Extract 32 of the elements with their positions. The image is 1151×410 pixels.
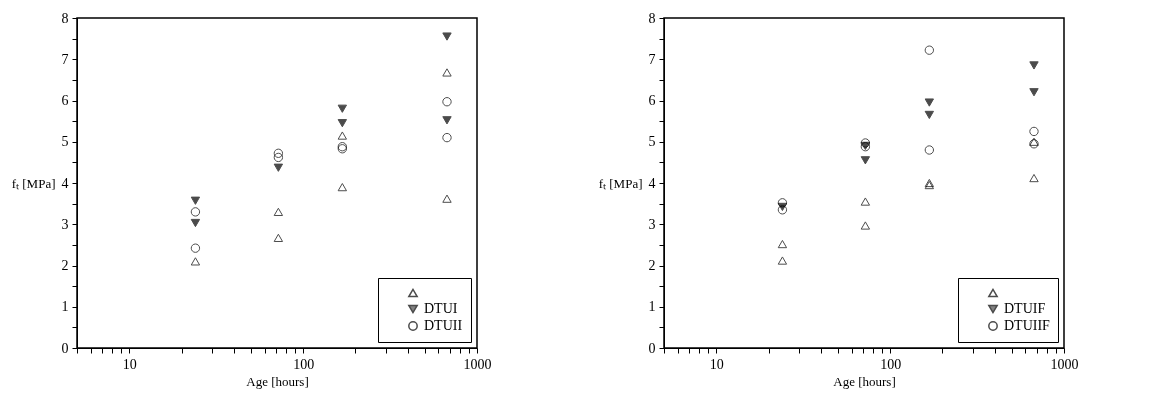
y-tick-label: 5	[61, 134, 69, 150]
y-tick-label: 0	[648, 340, 656, 356]
y-tick-label: 2	[648, 258, 656, 273]
x-tick-label: 1000	[463, 356, 492, 372]
y-tick-label: 5	[648, 134, 656, 150]
x-axis-title: Age [hours]	[833, 373, 896, 389]
x-tick-label: 10	[709, 356, 724, 372]
x-tick-label: 100	[293, 356, 315, 372]
y-tick-label: 1	[648, 299, 656, 315]
y-tick-label: 3	[648, 216, 656, 232]
y-tick-label: 8	[648, 10, 656, 26]
legend-label: DTUIF	[1004, 301, 1046, 316]
x-axis-title: Age [hours]	[246, 373, 309, 389]
y-tick-label: 8	[61, 10, 69, 26]
y-tick-label: 7	[648, 51, 656, 67]
y-tick-label: 0	[61, 340, 69, 356]
y-tick-label: 6	[648, 93, 656, 108]
y-tick-label: 2	[61, 258, 69, 273]
y-axis-title: fₜ [MPa]	[598, 175, 643, 191]
x-tick-label: 1000	[1050, 356, 1079, 372]
legend-label: DTUI	[424, 301, 458, 316]
legend-label: DTUII	[424, 318, 463, 333]
x-tick-label: 10	[122, 356, 137, 372]
y-tick-label: 7	[61, 51, 69, 67]
y-tick-label: 3	[61, 216, 69, 232]
y-tick-label: 6	[61, 93, 69, 108]
y-tick-label: 4	[648, 175, 656, 191]
y-tick-label: 1	[61, 299, 69, 315]
y-axis-title: fₜ [MPa]	[11, 175, 56, 191]
legend-label: DTUIIF	[1004, 318, 1051, 333]
x-tick-label: 100	[880, 356, 902, 372]
y-tick-label: 4	[61, 175, 69, 191]
